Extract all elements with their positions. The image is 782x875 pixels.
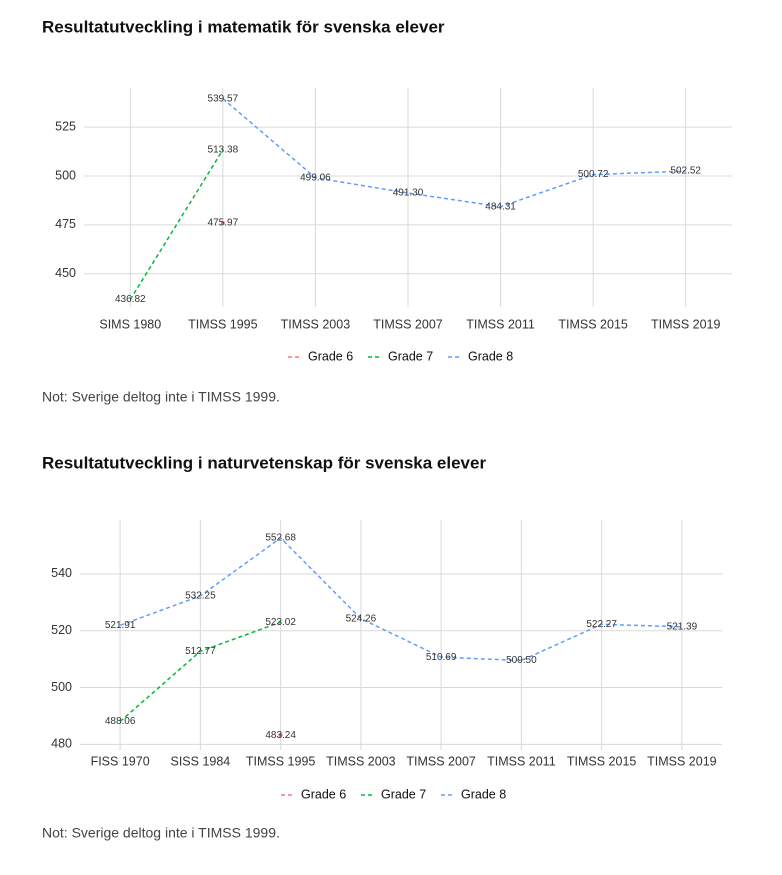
y-tick-label: 450 [55,266,76,280]
x-tick-label: TIMSS 2011 [487,754,556,768]
value-label: 500.72 [578,169,609,180]
value-label: 499.06 [300,172,331,183]
value-label: 512.77 [185,646,216,657]
value-label: 539.57 [208,93,239,104]
value-label: 532.25 [185,591,216,602]
x-tick-label: TIMSS 2019 [647,754,717,768]
legend-label: Grade 8 [461,787,506,801]
line [222,98,686,208]
x-tick-label: TIMSS 2003 [281,317,351,331]
point [220,220,225,225]
note: Not: Sverige deltog inte i TIMSS 1999. [42,389,280,405]
x-tick-label: TIMSS 1995 [246,754,316,768]
value-label: 436.82 [115,294,146,305]
x-tick-label: FISS 1970 [91,754,150,768]
x-tick-label: TIMSS 2007 [406,754,476,768]
value-label: 502.52 [670,166,701,177]
value-label: 522.27 [586,619,617,630]
line [129,149,224,300]
line [119,621,281,722]
value-label: 524.26 [346,613,377,624]
x-tick-label: TIMSS 2019 [651,317,721,331]
y-tick-label: 500 [51,680,72,694]
x-tick-label: SISS 1984 [170,754,230,768]
legend-label: Grade 8 [468,349,513,363]
value-label: 521.39 [667,621,698,632]
x-tick-label: TIMSS 2015 [558,317,628,331]
legend-label: Grade 6 [308,349,353,363]
x-tick-label: TIMSS 2003 [326,754,396,768]
value-label: 483.24 [265,730,296,741]
y-tick-label: 480 [51,737,72,751]
value-label: 521.91 [105,620,136,631]
x-tick-label: SIMS 1980 [99,317,161,331]
x-tick-label: TIMSS 2007 [373,317,443,331]
value-label: 488.06 [105,716,136,727]
value-label: 509.50 [506,655,537,666]
y-tick-label: 540 [51,566,72,580]
legend-label: Grade 7 [388,349,433,363]
value-label: 523.02 [265,617,296,628]
legend-label: Grade 7 [381,787,426,801]
y-tick-label: 475 [55,217,76,231]
line [119,536,682,662]
x-tick-label: TIMSS 2011 [466,317,535,331]
x-tick-label: TIMSS 1995 [188,317,258,331]
note: Not: Sverige deltog inte i TIMSS 1999. [42,825,280,841]
legend-label: Grade 6 [301,787,346,801]
chart-title: Resultatutveckling i matematik för svens… [42,17,445,36]
value-label: 475.97 [208,218,239,229]
value-label: 552.68 [265,533,296,544]
point [278,733,283,738]
value-label: 491.30 [393,188,424,199]
y-tick-label: 500 [55,168,76,182]
y-tick-label: 525 [55,119,76,133]
value-label: 510.69 [426,652,457,663]
value-label: 513.38 [208,144,239,155]
chart-title: Resultatutveckling i naturvetenskap för … [42,453,486,472]
y-tick-label: 520 [51,623,72,637]
value-label: 484.31 [485,201,516,212]
x-tick-label: TIMSS 2015 [567,754,637,768]
